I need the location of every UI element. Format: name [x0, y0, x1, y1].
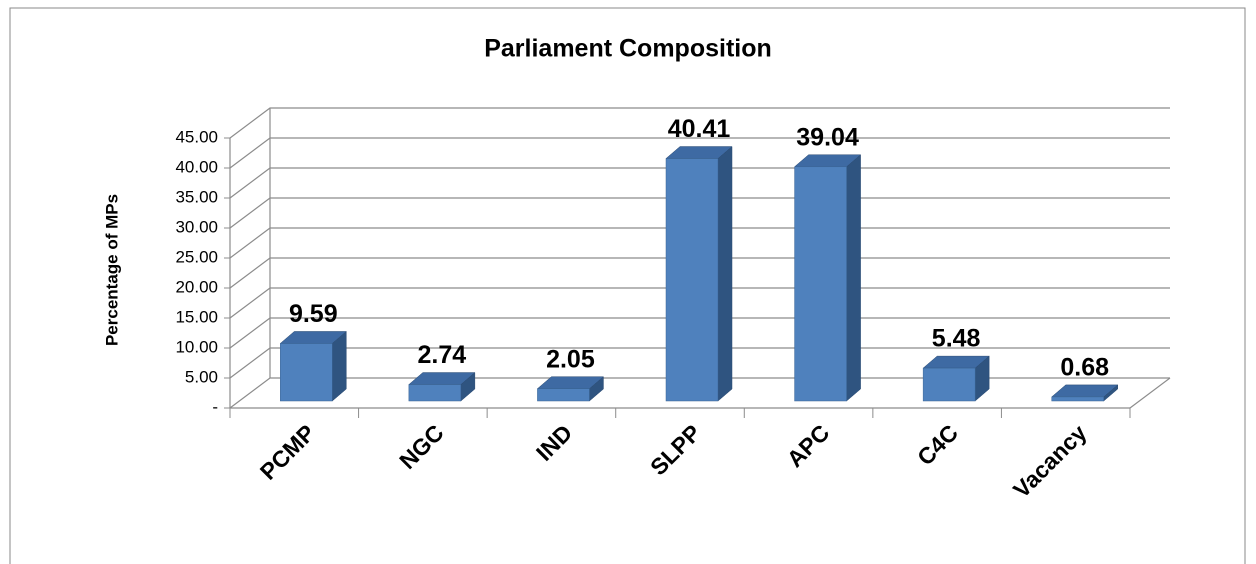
- y-axis-label: Percentage of MPs: [102, 194, 121, 346]
- data-label: 40.41: [668, 115, 731, 143]
- y-tick-label: -: [212, 397, 218, 416]
- bar: [537, 388, 590, 402]
- y-tick-label: 35.00: [175, 187, 218, 206]
- data-label: 2.05: [546, 345, 595, 373]
- bar: [794, 166, 847, 402]
- bar: [408, 384, 462, 402]
- y-tick-label: 40.00: [175, 157, 218, 176]
- y-tick-label: 25.00: [175, 247, 218, 266]
- bar: [280, 343, 333, 402]
- chart-title: Parliament Composition: [484, 35, 772, 63]
- data-label: 9.59: [289, 300, 338, 328]
- chart-border: [9, 7, 1246, 564]
- data-label: 5.48: [932, 325, 981, 353]
- floor-edge: [1129, 377, 1171, 409]
- y-tick-label: 20.00: [175, 277, 218, 296]
- y-tick-label: 45.00: [175, 127, 218, 146]
- bar: [665, 158, 719, 402]
- y-tick-label: 10.00: [175, 337, 218, 356]
- bar-side: [846, 154, 861, 402]
- data-label: 2.74: [418, 341, 467, 369]
- bar: [922, 367, 976, 402]
- bar-side: [717, 145, 733, 402]
- data-label: 0.68: [1060, 354, 1109, 382]
- y-tick-label: 15.00: [175, 307, 218, 326]
- bar: [1051, 396, 1104, 402]
- data-label: 39.04: [796, 123, 859, 151]
- y-tick-label: 5.00: [185, 367, 218, 386]
- y-tick-label: 30.00: [175, 217, 218, 236]
